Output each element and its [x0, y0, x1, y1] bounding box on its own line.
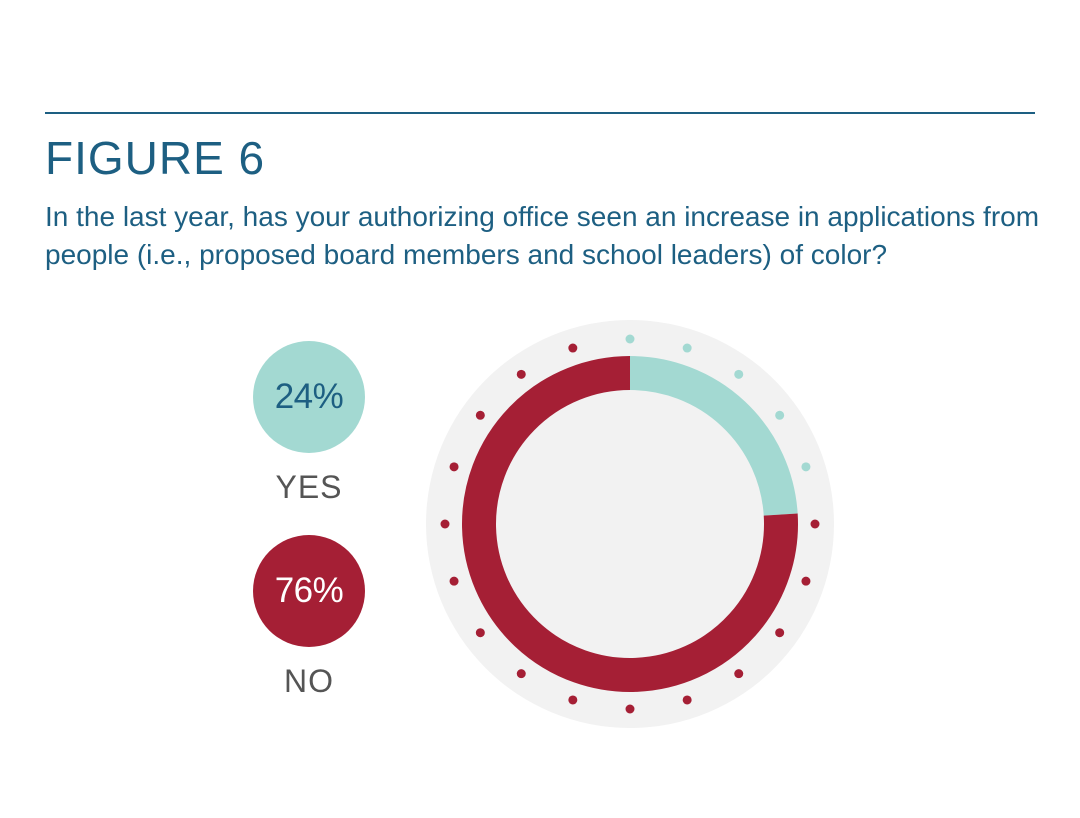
donut-dot-no [682, 695, 692, 705]
donut-dot-no [449, 462, 459, 472]
donut-dot-no [775, 628, 785, 638]
donut-dot-no [625, 704, 635, 714]
donut-dot-yes [682, 343, 692, 353]
figure-question: In the last year, has your authorizing o… [45, 201, 1040, 270]
donut-dot-no [449, 576, 459, 586]
donut-dot-no [810, 519, 820, 529]
donut-dot-no [734, 669, 744, 679]
donut-dot-no [568, 343, 578, 353]
donut-dot-no [801, 576, 811, 586]
donut-dot-yes [625, 334, 635, 344]
donut-dot-no [516, 669, 526, 679]
donut-dot-no [440, 519, 450, 529]
no-label: NO [284, 663, 334, 699]
donut-dot-yes [734, 369, 744, 379]
yes-label: YES [275, 469, 343, 505]
donut-dot-yes [801, 462, 811, 472]
donut-segment-no [462, 356, 798, 692]
top-divider [45, 112, 1035, 114]
figure-title: FIGURE 6 [45, 132, 266, 184]
donut-dot-no [475, 628, 485, 638]
donut-segment-yes [629, 356, 798, 516]
legend-item-yes: 24% YES [253, 341, 365, 507]
donut-dot-no [516, 369, 526, 379]
no-percent-bubble: 76% [253, 535, 365, 647]
donut-dot-no [475, 410, 485, 420]
yes-percent-bubble: 24% [253, 341, 365, 453]
donut-dot-yes [775, 410, 785, 420]
donut-chart [426, 320, 834, 728]
legend-item-no: 76% NO [253, 535, 365, 701]
donut-dot-no [568, 695, 578, 705]
